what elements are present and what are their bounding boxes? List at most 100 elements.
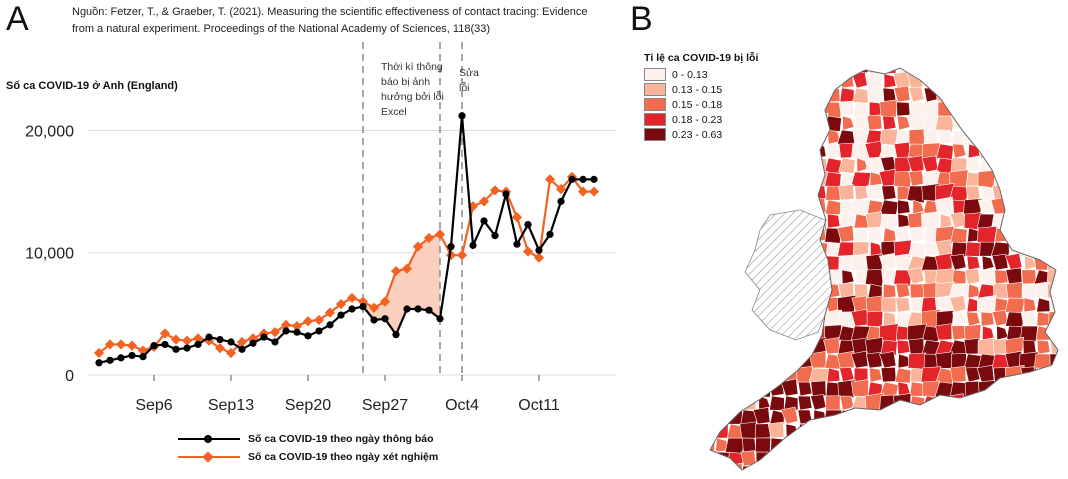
data-point	[106, 356, 114, 364]
map-region	[1004, 196, 1025, 217]
map-region	[726, 73, 744, 90]
map-region	[908, 86, 925, 103]
map-legend-label: 0.13 - 0.15	[672, 83, 723, 96]
map-region	[896, 115, 911, 131]
map-region	[939, 409, 953, 425]
map-region	[798, 465, 813, 470]
map-region	[1047, 199, 1058, 217]
map-region	[1047, 408, 1058, 427]
map-region	[964, 464, 981, 470]
map-legend-label: 0.18 - 0.23	[672, 113, 723, 126]
map-region	[769, 199, 785, 215]
map-region	[934, 437, 956, 456]
legend-swatch-reported	[178, 432, 240, 446]
map-region	[727, 367, 743, 383]
map-region	[1035, 465, 1051, 470]
map-region	[754, 72, 771, 89]
map-region	[1018, 465, 1040, 470]
map-region	[922, 68, 940, 76]
map-region	[710, 239, 716, 258]
map-region	[740, 352, 757, 369]
map-region	[841, 269, 855, 285]
data-point	[236, 336, 248, 348]
map-region	[907, 323, 927, 343]
map-region	[1023, 68, 1037, 75]
map-region	[865, 351, 883, 369]
map-region	[978, 68, 995, 75]
map-region	[952, 269, 967, 285]
map-region	[1006, 156, 1023, 173]
map-region	[896, 101, 911, 117]
map-region	[1034, 198, 1052, 216]
map-region	[739, 127, 757, 145]
map-region	[1022, 171, 1037, 187]
map-region	[1047, 155, 1058, 173]
map-region	[784, 437, 799, 453]
map-region	[726, 381, 744, 398]
map-region	[852, 87, 870, 104]
map-region	[783, 73, 799, 89]
map-region	[710, 336, 716, 356]
data-point	[95, 359, 103, 367]
data-point	[194, 340, 202, 349]
map-region	[1005, 85, 1023, 103]
map-region	[980, 451, 995, 467]
data-point	[282, 327, 290, 335]
map-region	[795, 87, 815, 105]
map-region	[739, 421, 757, 439]
map-region	[939, 213, 953, 229]
map-region	[752, 367, 774, 386]
map-region	[1021, 437, 1037, 453]
map-region	[739, 365, 757, 383]
data-point	[458, 112, 466, 120]
map-region	[893, 451, 913, 469]
map-region	[743, 227, 757, 243]
map-region	[728, 199, 743, 215]
legend-item-reported: Số ca COVID-19 theo ngày thông báo	[178, 430, 438, 448]
map-region	[991, 114, 1011, 133]
data-point	[260, 333, 268, 341]
map-region	[712, 422, 729, 439]
map-region	[979, 143, 995, 159]
map-region	[868, 367, 883, 383]
map-region	[743, 339, 757, 355]
map-region	[879, 99, 898, 118]
map-region	[1033, 225, 1051, 243]
map-region	[1021, 185, 1037, 201]
map-region	[979, 437, 995, 453]
map-region	[1019, 241, 1039, 259]
map-region	[726, 87, 744, 104]
data-point	[401, 263, 413, 274]
map-region	[715, 227, 729, 243]
map-region	[851, 409, 871, 427]
map-region	[1033, 101, 1053, 119]
map-region	[710, 170, 715, 187]
map-region	[808, 112, 829, 133]
map-region	[811, 423, 827, 439]
map-region	[979, 101, 995, 117]
map-region	[1007, 213, 1023, 229]
map-region	[826, 143, 841, 159]
map-region	[710, 297, 715, 313]
map-region	[712, 352, 729, 369]
map-region	[766, 462, 785, 470]
map-region	[1005, 451, 1025, 469]
map-region	[768, 87, 786, 104]
data-point	[579, 175, 587, 183]
map-region	[967, 157, 981, 173]
map-region	[726, 268, 743, 285]
map-region	[712, 268, 729, 285]
map-region	[937, 451, 953, 467]
map-region	[1034, 240, 1051, 257]
map-region	[1004, 185, 1026, 204]
map-region	[808, 85, 830, 106]
data-point	[150, 342, 158, 350]
map-region	[965, 423, 981, 439]
map-region	[826, 87, 841, 103]
map-region	[755, 451, 771, 467]
map-region	[710, 423, 716, 440]
map-region	[908, 226, 925, 243]
map-region	[869, 437, 883, 453]
map-region	[770, 115, 785, 131]
map-region	[1036, 311, 1051, 327]
